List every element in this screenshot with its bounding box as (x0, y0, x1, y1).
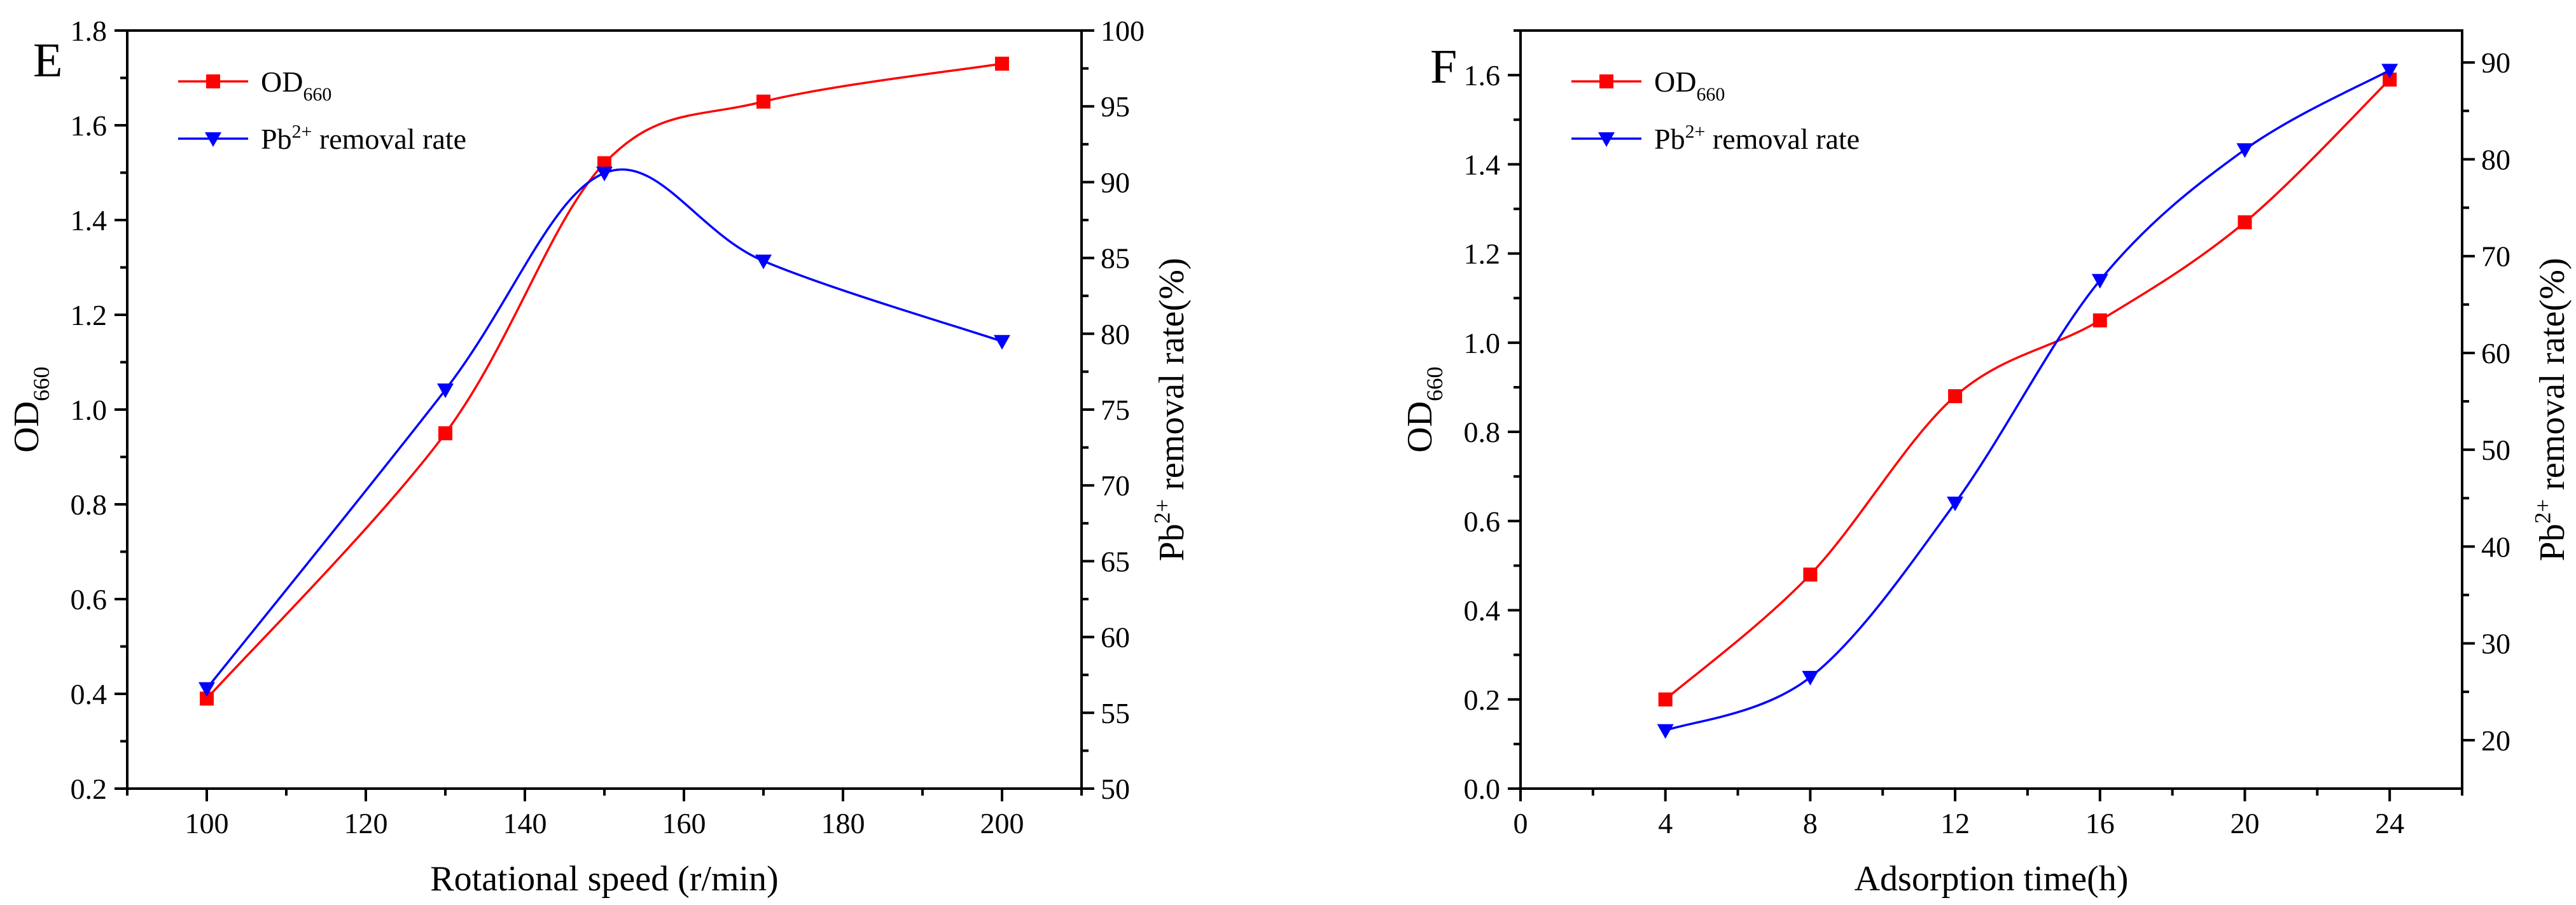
x-axis-label: Rotational speed (r/min) (430, 859, 778, 899)
data-point-od660 (1658, 692, 1673, 707)
data-point-pb-removal (437, 383, 454, 399)
panel-label: F (1430, 40, 1457, 93)
legend: OD660 Pb2+ removal rate (178, 66, 466, 155)
x-tick-label: 12 (1940, 807, 1970, 839)
y2-tick-label: 100 (1101, 15, 1145, 47)
x-tick-label: 24 (2375, 807, 2404, 839)
legend-label: OD660 (261, 66, 331, 105)
plot-frame (1519, 29, 2463, 790)
chart-panel-E: 100 120 140 160 180 200 0.2 0.4 0.6 0.8 1.0 1.2 1.4 1… (7, 15, 1192, 899)
y-tick-label: 1.4 (1464, 148, 1501, 181)
x-tick-label: 4 (1658, 807, 1673, 839)
data-point-pb-removal (2091, 273, 2108, 289)
y-tick-label: 1.0 (1464, 327, 1501, 359)
y-tick-label: 1.8 (71, 15, 108, 47)
y-axis-label: OD660 (1400, 366, 1447, 452)
data-point-od660 (200, 691, 214, 706)
series-line-pb-removal (1665, 69, 2390, 732)
y-tick-label: 0.0 (1464, 773, 1501, 805)
y2-tick-label: 80 (1101, 318, 1130, 350)
y2-tick-label: 60 (1101, 621, 1130, 654)
y-tick-label: 1.0 (71, 394, 108, 426)
data-point-pb-removal (1657, 724, 1674, 739)
legend-label: Pb2+ removal rate (261, 121, 466, 155)
legend-marker (1598, 132, 1615, 147)
y2-tick-label: 75 (1101, 394, 1130, 426)
data-point-od660 (756, 94, 770, 109)
y-tick-label: 1.6 (1464, 59, 1501, 92)
x-tick-label: 100 (185, 807, 229, 839)
y2-tick-label: 80 (2481, 143, 2510, 176)
data-point-pb-removal (2381, 64, 2398, 79)
chart-panel-F: 0 4 8 12 16 20 24 0.0 0.2 0.4 0.6 0.8 1.0 1.2 1.4 1.6 20… (1400, 29, 2572, 899)
panel-label: E (33, 34, 62, 87)
y-tick-label: 0.4 (1464, 595, 1501, 627)
data-point-pb-removal (198, 682, 215, 697)
data-point-pb-removal (994, 335, 1010, 350)
y2-tick-label: 40 (2481, 530, 2510, 563)
y-tick-label: 0.4 (71, 678, 108, 710)
series-line-od660 (205, 62, 1003, 700)
y2-axis-label: Pb2+ removal rate(%) (2530, 258, 2572, 561)
x-tick-label: 120 (344, 807, 388, 839)
x-tick-label: 16 (2085, 807, 2115, 839)
x-axis-label: Adsorption time(h) (1855, 859, 2129, 899)
y2-tick-label: 55 (1101, 697, 1130, 729)
data-point-pb-removal (2236, 143, 2253, 158)
x-tick-label: 20 (2230, 807, 2259, 839)
y2-tick-label: 50 (2481, 434, 2510, 466)
x-tick-label: 180 (821, 807, 865, 839)
y-tick-label: 1.2 (1464, 238, 1501, 270)
y2-tick-label: 85 (1101, 242, 1130, 275)
legend-label: OD660 (1654, 66, 1725, 105)
x-tick-label: 8 (1803, 807, 1818, 839)
legend-marker (205, 132, 221, 147)
x-tick-label: 140 (503, 807, 547, 839)
y-tick-label: 0.2 (1464, 684, 1501, 716)
y-tick-label: 0.8 (1464, 416, 1501, 448)
y-tick-label: 1.2 (71, 299, 108, 331)
x-tick-label: 200 (980, 807, 1024, 839)
y2-tick-label: 70 (2481, 240, 2510, 273)
legend-marker (1599, 74, 1613, 88)
y2-tick-label: 50 (1101, 773, 1130, 805)
data-point-pb-removal (1802, 670, 1819, 686)
y2-tick-label: 65 (1101, 545, 1130, 577)
y-tick-label: 0.6 (1464, 505, 1501, 537)
x-tick-label: 0 (1514, 807, 1528, 839)
y2-axis-label: Pb2+ removal rate(%) (1150, 258, 1192, 561)
series-line-pb-removal (205, 168, 1003, 689)
data-point-od660 (995, 57, 1009, 71)
data-point-od660 (438, 426, 452, 441)
data-point-od660 (1948, 389, 1963, 403)
legend: OD660 Pb2+ removal rate (1571, 66, 1860, 155)
y-tick-label: 1.6 (71, 109, 108, 142)
y2-tick-label: 20 (2481, 724, 2510, 757)
y-tick-label: 0.8 (71, 488, 108, 521)
y2-tick-label: 95 (1101, 90, 1130, 123)
y2-tick-label: 70 (1101, 469, 1130, 502)
y-tick-label: 0.2 (71, 773, 108, 805)
y-axis-label: OD660 (7, 366, 54, 452)
y2-tick-label: 60 (2481, 337, 2510, 370)
data-point-od660 (2238, 215, 2252, 230)
data-point-pb-removal (1947, 496, 1964, 511)
data-point-pb-removal (755, 254, 772, 270)
y-tick-label: 0.6 (71, 583, 108, 616)
data-point-od660 (2092, 313, 2107, 328)
data-point-pb-removal (596, 167, 613, 182)
legend-label: Pb2+ removal rate (1654, 121, 1860, 155)
y2-tick-label: 90 (1101, 166, 1130, 198)
data-point-od660 (1803, 567, 1818, 582)
data-point-od660 (2383, 73, 2397, 87)
legend-marker (206, 74, 220, 88)
y-tick-label: 1.4 (71, 204, 108, 237)
y2-tick-label: 90 (2481, 46, 2510, 79)
y2-tick-label: 30 (2481, 628, 2510, 660)
x-tick-label: 160 (662, 807, 706, 839)
series-line-od660 (1664, 78, 2391, 701)
